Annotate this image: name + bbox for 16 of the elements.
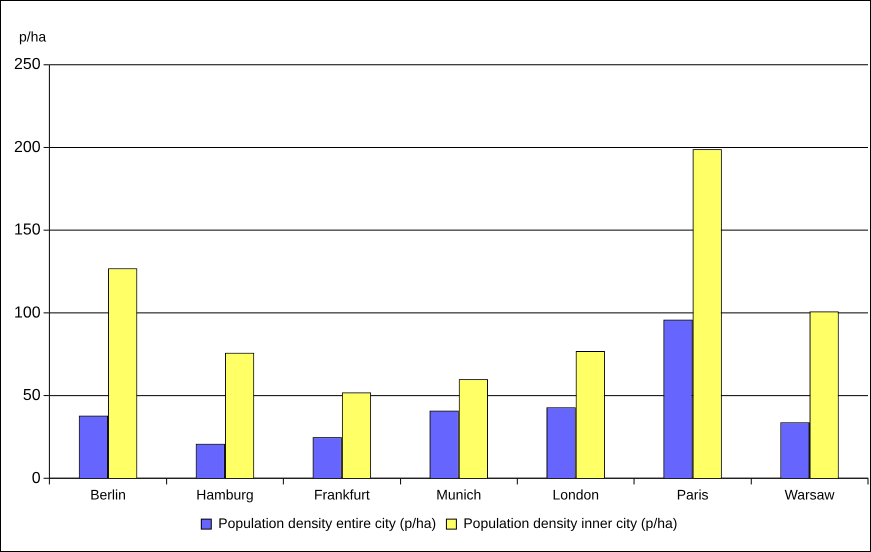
y-tick-label: 250: [14, 56, 41, 74]
y-tick-label: 150: [14, 222, 41, 239]
x-tick-label: London: [552, 486, 599, 503]
y-tick-label: 0: [32, 470, 41, 487]
x-tick-label: Munich: [436, 486, 482, 503]
x-tick-label: Warsaw: [784, 486, 836, 503]
y-tick-label: 100: [14, 304, 41, 322]
x-tick-label: Berlin: [90, 486, 126, 503]
y-tick-label: 200: [14, 138, 41, 156]
x-tick-label: Paris: [676, 486, 709, 503]
legend-label: Population density entire city (p/ha): [218, 514, 436, 531]
x-tick-label: Hamburg: [196, 486, 254, 503]
y-tick-label: 50: [22, 387, 41, 404]
y-axis-title: p/ha: [18, 28, 46, 45]
x-tick-label: Frankfurt: [314, 486, 370, 503]
legend-label: Population density inner city (p/ha): [463, 514, 678, 531]
